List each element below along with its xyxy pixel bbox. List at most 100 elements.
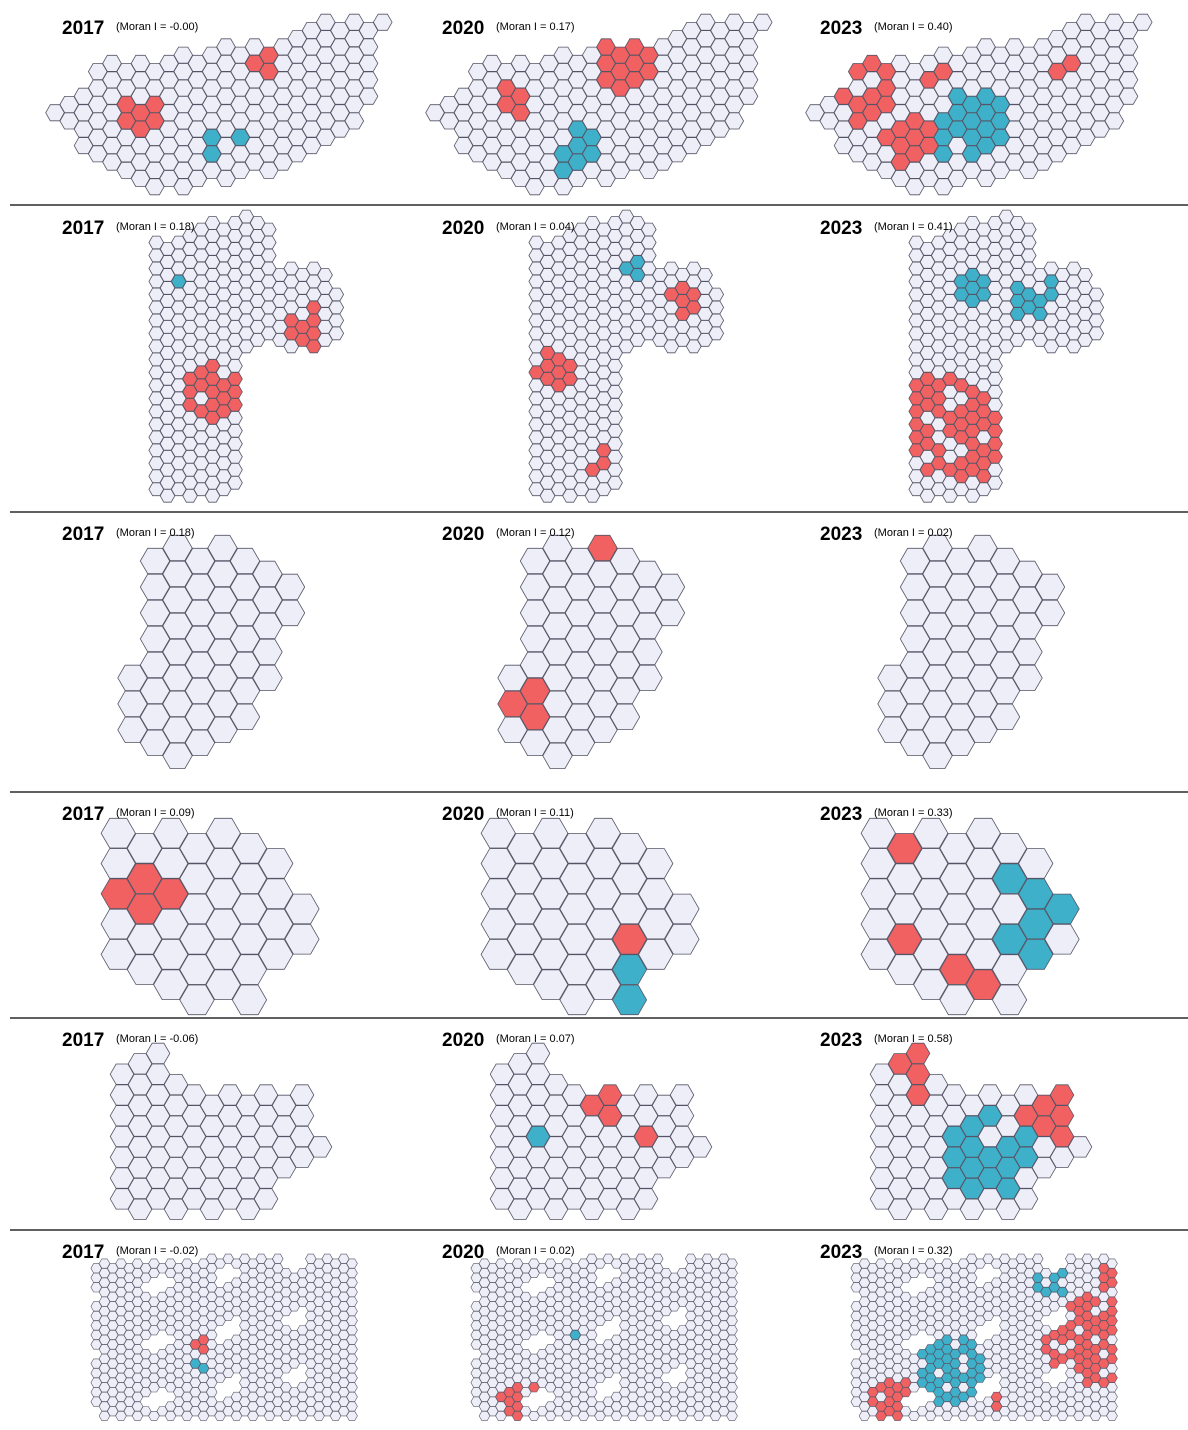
hex-cell bbox=[1088, 326, 1105, 341]
hex-map bbox=[869, 1042, 1093, 1220]
hex-cell bbox=[519, 599, 551, 627]
hex-cell bbox=[607, 424, 623, 438]
hex-cell bbox=[638, 908, 674, 940]
hex-cell bbox=[258, 939, 294, 970]
hex-cell bbox=[965, 878, 1001, 909]
hex-cell bbox=[587, 534, 618, 562]
hex-cell bbox=[519, 677, 551, 704]
hex-cell bbox=[206, 1330, 218, 1340]
hex-cell bbox=[184, 599, 216, 627]
hex-cell bbox=[181, 1084, 207, 1106]
hex-cell bbox=[726, 1287, 738, 1298]
hex-cell bbox=[139, 573, 171, 601]
hex-cell bbox=[506, 893, 543, 925]
hex-cell bbox=[162, 612, 193, 640]
hex-cell bbox=[506, 924, 543, 955]
hex-cell bbox=[179, 984, 215, 1016]
hex-cell bbox=[229, 625, 261, 653]
hex-cell bbox=[231, 863, 268, 894]
hex-cell bbox=[987, 359, 1003, 373]
hex-cell bbox=[533, 848, 569, 879]
hex-cell bbox=[708, 287, 725, 302]
hex-cell bbox=[899, 651, 931, 678]
hex-cell bbox=[922, 612, 953, 640]
hex-cell bbox=[1104, 112, 1125, 130]
hex-cell bbox=[585, 878, 621, 909]
hex-cell bbox=[559, 893, 595, 925]
hex-cell bbox=[346, 1277, 358, 1288]
hex-cell bbox=[100, 848, 136, 879]
hex-cell bbox=[206, 1387, 218, 1398]
moran-label: (Moran I = -0.06) bbox=[116, 1033, 198, 1045]
hex-cell bbox=[205, 969, 241, 1000]
hex-map bbox=[860, 817, 1080, 1016]
hex-cell bbox=[922, 664, 953, 691]
hex-cell bbox=[967, 612, 998, 640]
moran-label: (Moran I = 0.41) bbox=[874, 221, 953, 233]
hex-cell bbox=[632, 638, 663, 665]
moran-label: (Moran I = 0.58) bbox=[874, 1033, 953, 1045]
hex-cell bbox=[977, 1084, 1003, 1106]
hex-cell bbox=[542, 612, 573, 640]
hex-cell bbox=[607, 476, 623, 490]
hex-cell bbox=[886, 863, 923, 894]
hex-cell bbox=[899, 573, 931, 601]
hex-cell bbox=[519, 651, 551, 678]
hex-cell bbox=[1032, 1253, 1044, 1264]
hex-cell bbox=[1012, 586, 1043, 614]
hex-cell bbox=[346, 1258, 358, 1269]
hex-cell bbox=[561, 1084, 587, 1106]
hex-cell bbox=[941, 1084, 967, 1106]
hex-cell bbox=[1088, 287, 1105, 302]
hex-cell bbox=[939, 954, 975, 985]
hex-cell bbox=[967, 534, 998, 562]
hex-cell bbox=[559, 954, 595, 985]
hex-cell bbox=[1088, 300, 1105, 315]
separators bbox=[10, 204, 1188, 1231]
hex-cell bbox=[153, 848, 189, 879]
hex-cell bbox=[607, 398, 623, 412]
hex-cell bbox=[1012, 560, 1043, 588]
hex-cell bbox=[726, 1353, 738, 1364]
hex-cell bbox=[252, 664, 283, 691]
hex-cell bbox=[989, 573, 1021, 601]
hex-cell bbox=[991, 984, 1028, 1016]
hex-cell bbox=[611, 863, 648, 894]
panel-year: 2017 bbox=[62, 18, 104, 39]
hex-cell bbox=[726, 1325, 738, 1336]
hex-cell bbox=[913, 908, 949, 940]
hex-cell bbox=[258, 848, 294, 879]
hex-cell bbox=[227, 450, 243, 464]
hex-cell bbox=[533, 878, 569, 909]
hex-cell bbox=[899, 729, 931, 756]
hex-map bbox=[117, 534, 306, 769]
hex-cell bbox=[480, 908, 516, 940]
hex-cell bbox=[258, 908, 294, 940]
hex-cell bbox=[886, 833, 923, 864]
hex-cell bbox=[179, 863, 215, 894]
hex-cell bbox=[989, 547, 1021, 575]
hex-cell bbox=[987, 476, 1003, 490]
hex-cell bbox=[640, 248, 657, 263]
hex-cell bbox=[229, 547, 261, 575]
hex-cell bbox=[346, 1268, 358, 1278]
moran-label: (Moran I = 0.17) bbox=[496, 21, 575, 33]
hex-cell bbox=[726, 1382, 738, 1393]
panel-year: 2023 bbox=[820, 804, 862, 825]
hex-cell bbox=[179, 924, 215, 955]
moran-label: (Moran I = 0.09) bbox=[116, 807, 195, 819]
hex-cell bbox=[346, 1372, 358, 1383]
hex-cell bbox=[1106, 1277, 1118, 1288]
hex-cell bbox=[1106, 1411, 1118, 1421]
panel-year: 2017 bbox=[62, 524, 104, 545]
hex-cell bbox=[162, 638, 193, 665]
hex-cell bbox=[358, 71, 379, 89]
hex-cell bbox=[153, 969, 189, 1000]
hex-cell bbox=[611, 833, 648, 864]
hex-cell bbox=[989, 599, 1021, 627]
hex-map bbox=[489, 1042, 713, 1220]
hex-cell bbox=[609, 677, 641, 704]
hex-cell bbox=[1088, 313, 1105, 328]
hex-cell bbox=[564, 729, 596, 756]
hex-cell bbox=[877, 664, 908, 691]
